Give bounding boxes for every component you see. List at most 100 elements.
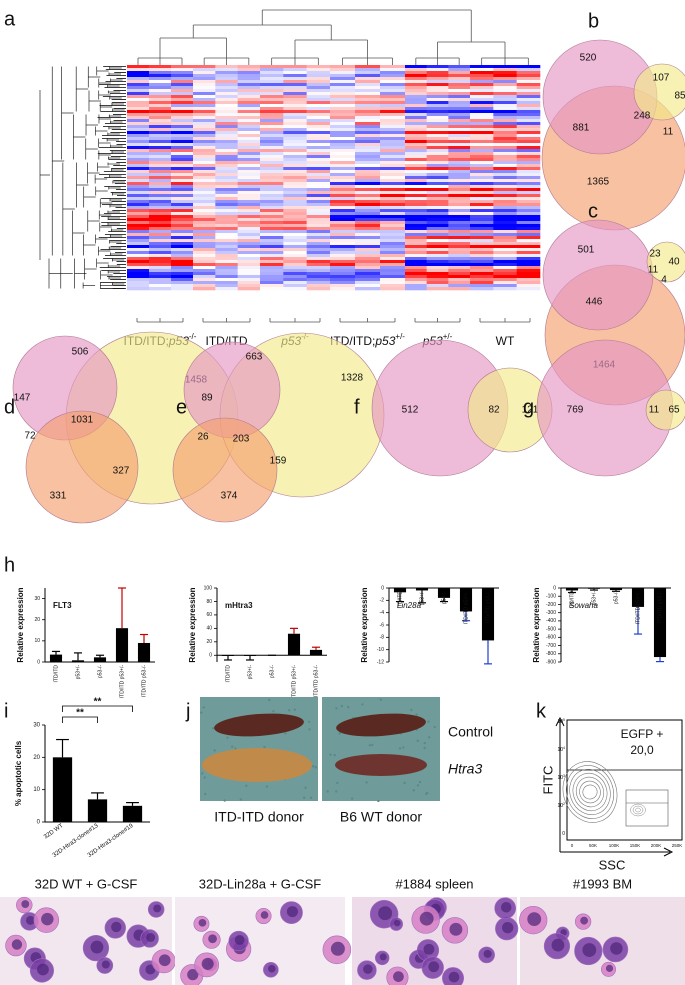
error-bar	[95, 654, 105, 658]
heatmap-cell	[215, 266, 238, 270]
heatmap-cell	[380, 209, 406, 213]
heatmap-cell	[306, 98, 331, 102]
heatmap-cell	[193, 269, 216, 273]
heatmap-cell	[355, 263, 381, 267]
heatmap-cell	[237, 107, 261, 111]
heatmap-cell	[127, 113, 150, 117]
spleen	[336, 713, 426, 737]
heatmap-cell	[260, 269, 284, 273]
heatmap-cell	[470, 191, 494, 195]
bar	[122, 805, 143, 822]
heatmap-cell	[470, 206, 494, 210]
photo-texture	[284, 732, 287, 735]
heatmap-cell	[215, 206, 238, 210]
bar	[49, 654, 63, 662]
heatmap-cell	[283, 95, 307, 99]
photo-texture	[303, 796, 306, 799]
heatmap-cell	[193, 254, 216, 258]
heatmap-cell	[215, 128, 238, 132]
heatmap-cell	[260, 170, 284, 174]
heatmap-cell	[405, 143, 427, 147]
venn-count: 1031	[71, 415, 94, 426]
heatmap-cell	[306, 191, 331, 195]
heatmap-cell	[237, 248, 261, 252]
heatmap-cell	[306, 275, 331, 279]
heatmap-cell	[127, 245, 150, 249]
heatmap-cell	[237, 128, 261, 132]
heatmap-cell	[493, 98, 517, 102]
heatmap-cell	[127, 128, 150, 132]
heatmap-cell	[355, 203, 381, 207]
heatmap-cell	[330, 167, 356, 171]
heatmap-cell	[237, 74, 261, 78]
heatmap-cell	[330, 218, 356, 222]
heatmap-cell	[171, 263, 194, 267]
heatmap-cell	[127, 239, 150, 243]
cell-nucleus	[21, 900, 30, 908]
heatmap-cell	[306, 137, 331, 141]
heatmap-cell	[193, 65, 216, 69]
heatmap-cell	[193, 221, 216, 225]
heatmap-cell	[470, 182, 494, 186]
heatmap-cell	[516, 179, 541, 183]
chart-title: mHtra3	[225, 601, 253, 610]
heatmap-cell	[149, 65, 172, 69]
heatmap-cell	[355, 221, 381, 225]
heatmap-cell	[149, 254, 172, 258]
heatmap-cell	[470, 158, 494, 162]
heatmap-cell	[171, 281, 194, 285]
spleen	[335, 754, 427, 776]
heatmap-cell	[215, 257, 238, 261]
heatmap-cell	[171, 155, 194, 159]
heatmap-cell	[448, 284, 471, 288]
bar	[52, 757, 73, 822]
cell-nucleus	[208, 934, 217, 944]
heatmap-cell	[470, 215, 494, 219]
heatmap-cell	[470, 140, 494, 144]
heatmap-cell	[306, 101, 331, 105]
photo-texture	[398, 747, 402, 750]
heatmap-cell	[470, 170, 494, 174]
heatmap-cell	[380, 74, 406, 78]
heatmap-cell	[493, 116, 517, 120]
heatmap-cell	[149, 110, 172, 114]
heatmap-cell	[330, 233, 356, 237]
heatmap-cell	[426, 260, 449, 264]
heatmap-cell	[306, 233, 331, 237]
heatmap-cell	[127, 203, 150, 207]
heatmap-cell	[448, 158, 471, 162]
heatmap-cell	[215, 110, 238, 114]
heatmap-cell	[237, 125, 261, 129]
heatmap-cell	[330, 182, 356, 186]
cell-nucleus	[605, 964, 614, 972]
y-tick-base: 10	[557, 803, 563, 809]
heatmap-cell	[516, 134, 541, 138]
bar	[609, 588, 623, 591]
heatmap-cell	[149, 107, 172, 111]
photo-texture	[329, 753, 332, 756]
x-tick-label: ITD/ITD p53+/-	[635, 591, 641, 625]
heatmap-cell	[448, 86, 471, 90]
heatmap-cell	[426, 74, 449, 78]
heatmap-cell	[426, 86, 449, 90]
heatmap-cell	[260, 176, 284, 180]
heatmap-cell	[426, 200, 449, 204]
venn-count: 147	[14, 393, 31, 404]
photo-texture	[203, 776, 206, 779]
group-label-sup: +/-	[395, 332, 405, 341]
error-bar	[439, 597, 449, 603]
heatmap-cell	[426, 146, 449, 150]
heatmap-cell	[283, 152, 307, 156]
heatmap-cell	[380, 68, 406, 72]
heatmap-cell	[260, 89, 284, 93]
heatmap-cell	[448, 200, 471, 204]
heatmap-cell	[127, 146, 150, 150]
heatmap-cell	[405, 242, 427, 246]
x-tick-label: p53+/-	[591, 591, 597, 606]
photo-texture	[268, 698, 271, 702]
photo-texture	[423, 746, 426, 750]
bar	[437, 588, 451, 598]
heatmap-cell	[171, 227, 194, 231]
heatmap-cell	[171, 176, 194, 180]
